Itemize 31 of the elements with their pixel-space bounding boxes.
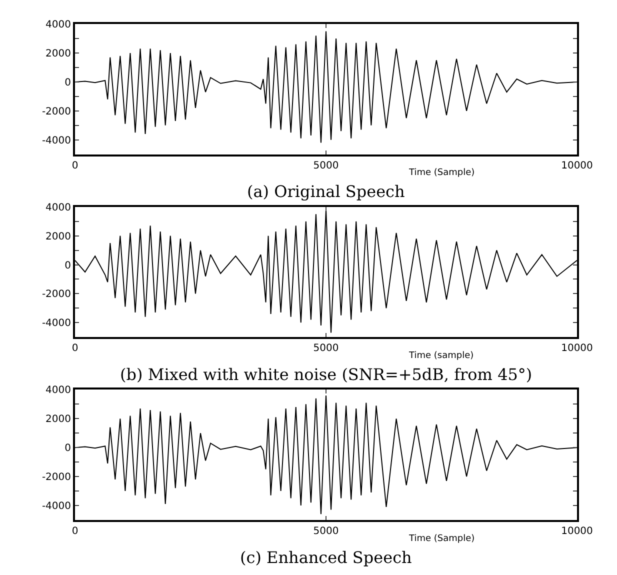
text: (c) Enhanced Speech — [240, 548, 412, 567]
x-tick-label: 10000 — [561, 343, 593, 354]
y-tick-label: -2000 — [42, 472, 71, 484]
text: (b) Mixed with white noise (SNR=+5dB, from 45°) — [120, 365, 532, 384]
y-tick-label: -2000 — [42, 289, 71, 300]
x-tick-label: 5000 — [313, 160, 339, 172]
y-tick-label: -4000 — [42, 500, 71, 512]
y-tick-label: -4000 — [42, 135, 71, 146]
line-series — [75, 209, 577, 334]
x-tick-label: 10000 — [561, 160, 593, 172]
x-axis-title: Time (Sample) — [408, 168, 475, 178]
x-tick-label: 0 — [72, 343, 78, 354]
y-tick-label: 2000 — [46, 231, 71, 242]
x-tick-label: 10000 — [561, 526, 593, 537]
y-tick-label: -4000 — [42, 318, 71, 330]
y-tick-label: -2000 — [42, 106, 71, 118]
y-tick-label: 0 — [64, 443, 71, 454]
y-tick-label: 2000 — [46, 48, 71, 60]
y-tick-label: 4000 — [46, 20, 71, 31]
x-tick-label: 0 — [72, 526, 78, 537]
x-tick-label: 5000 — [313, 526, 339, 537]
y-tick-label: 2000 — [46, 414, 71, 426]
y-tick-label: 4000 — [46, 385, 71, 396]
x-tick-label: 5000 — [313, 343, 339, 354]
x-tick-label: 0 — [72, 160, 78, 172]
y-tick-label: 4000 — [46, 202, 71, 214]
x-axis-title: Time (sample) — [408, 351, 474, 361]
x-axis-title: Time (Sample) — [408, 534, 475, 544]
y-tick-label: 0 — [64, 77, 71, 88]
text: (a) Original Speech — [247, 182, 405, 201]
y-tick-label: 0 — [64, 260, 71, 272]
